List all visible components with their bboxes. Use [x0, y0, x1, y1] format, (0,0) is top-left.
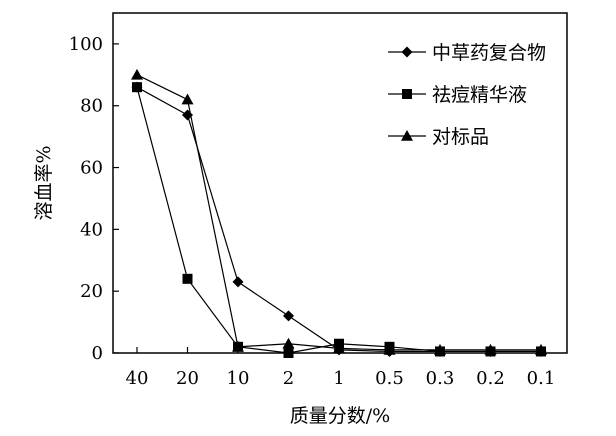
- legend-marker: [401, 46, 413, 58]
- data-point: [282, 337, 295, 349]
- x-tick-label: 10: [227, 368, 250, 389]
- data-point: [434, 343, 446, 355]
- y-axis-ticks: 0 20 40 60 80 100: [69, 34, 119, 364]
- data-point: [283, 348, 294, 358]
- series-line: [136, 74, 541, 351]
- x-tick-label: 0.2: [476, 368, 505, 389]
- y-tick-label: 0: [92, 343, 103, 364]
- x-tick-label: 40: [126, 368, 149, 389]
- plot-frame: [112, 12, 568, 354]
- legend-label: 中草药复合物: [432, 42, 546, 64]
- x-tick-label: 20: [176, 368, 199, 389]
- y-tick-label: 80: [80, 96, 103, 117]
- series-2: [132, 82, 546, 358]
- legend-label: 祛痘精华液: [432, 84, 527, 106]
- data-point: [232, 340, 244, 352]
- x-axis-ticks: 40 20 10 2 1 0.5 0.3 0.2 0.1: [126, 347, 556, 389]
- y-tick-label: 100: [69, 34, 103, 55]
- data-point: [182, 273, 193, 284]
- y-tick-label: 60: [80, 158, 103, 179]
- y-axis-title: 溶血率%: [33, 145, 55, 220]
- series-1: [131, 81, 547, 357]
- x-axis-title: 质量分数/%: [290, 405, 390, 427]
- x-tick-label: 0.3: [426, 368, 455, 389]
- data-point: [283, 310, 294, 322]
- legend-label: 对标品: [432, 126, 489, 148]
- data-point: [484, 343, 497, 355]
- y-tick-label: 20: [80, 281, 103, 302]
- data-point: [132, 82, 142, 93]
- legend-marker: [401, 130, 413, 141]
- series-layer: [131, 68, 547, 358]
- legend-item: 祛痘精华液: [388, 84, 527, 106]
- data-point: [131, 68, 143, 80]
- x-tick-label: 0.1: [527, 368, 556, 389]
- data-point: [535, 343, 547, 355]
- data-point: [333, 342, 345, 354]
- legend-marker: [402, 89, 412, 99]
- legend-item: 中草药复合物: [388, 42, 546, 64]
- x-tick-label: 2: [283, 368, 294, 389]
- x-tick-label: 0.5: [375, 368, 404, 389]
- legend-item: 对标品: [388, 126, 489, 148]
- data-point: [383, 343, 396, 355]
- y-tick-label: 40: [80, 219, 103, 240]
- data-point: [181, 93, 194, 105]
- x-tick-label: 1: [333, 368, 344, 389]
- data-point: [232, 276, 244, 288]
- series-3: [131, 68, 547, 355]
